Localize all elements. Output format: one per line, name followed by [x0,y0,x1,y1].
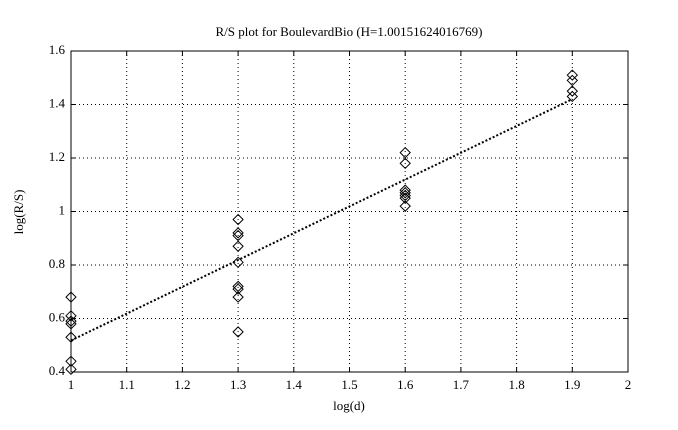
data-point [232,256,244,269]
x-tick-label: 1.7 [453,377,470,392]
data-point [232,240,244,252]
data-point [65,331,77,343]
x-tick-label: 1.8 [508,377,524,392]
data-point [65,291,77,303]
data-point [65,310,77,322]
data-point [399,157,411,170]
x-tick-label: 2 [625,377,632,392]
x-tick-label: 1.6 [397,377,414,392]
data-point [232,283,244,295]
chart-title: R/S plot for BoulevardBio (H=1.001516240… [216,24,483,39]
data-point [399,184,411,196]
data-point [566,90,579,103]
data-point [65,315,77,327]
fit-line [70,98,573,342]
x-tick-label: 1 [68,377,75,392]
data-point [232,326,244,338]
y-tick-label: 1.2 [49,149,65,164]
data-point [232,213,244,226]
x-tick-label: 1.9 [564,377,580,392]
data-point [399,192,411,204]
x-tick-label: 1.3 [230,377,246,392]
y-axis-label: log(R/S) [11,190,26,235]
data-point [399,187,411,199]
x-tick-label: 1.5 [341,377,357,392]
data-point [566,69,579,81]
x-tick-label: 1.1 [119,377,135,392]
y-tick-label: 1.4 [49,95,66,110]
data-point [399,200,411,212]
x-tick-label: 1.2 [174,377,190,392]
y-tick-label: 1.6 [49,42,66,57]
x-tick-label: 1.4 [286,377,303,392]
plot-frame [70,50,629,373]
data-point [65,318,77,330]
x-axis-label: log(d) [333,398,365,413]
y-tick-label: 0.8 [49,256,65,271]
data-point [65,363,77,376]
y-tick-label: 0.6 [49,309,66,324]
y-tick-label: 0.4 [49,363,66,378]
data-point [65,355,77,368]
data-point [232,227,244,239]
data-point [566,85,579,97]
y-tick-label: 1 [59,202,66,217]
data-point [232,291,244,303]
